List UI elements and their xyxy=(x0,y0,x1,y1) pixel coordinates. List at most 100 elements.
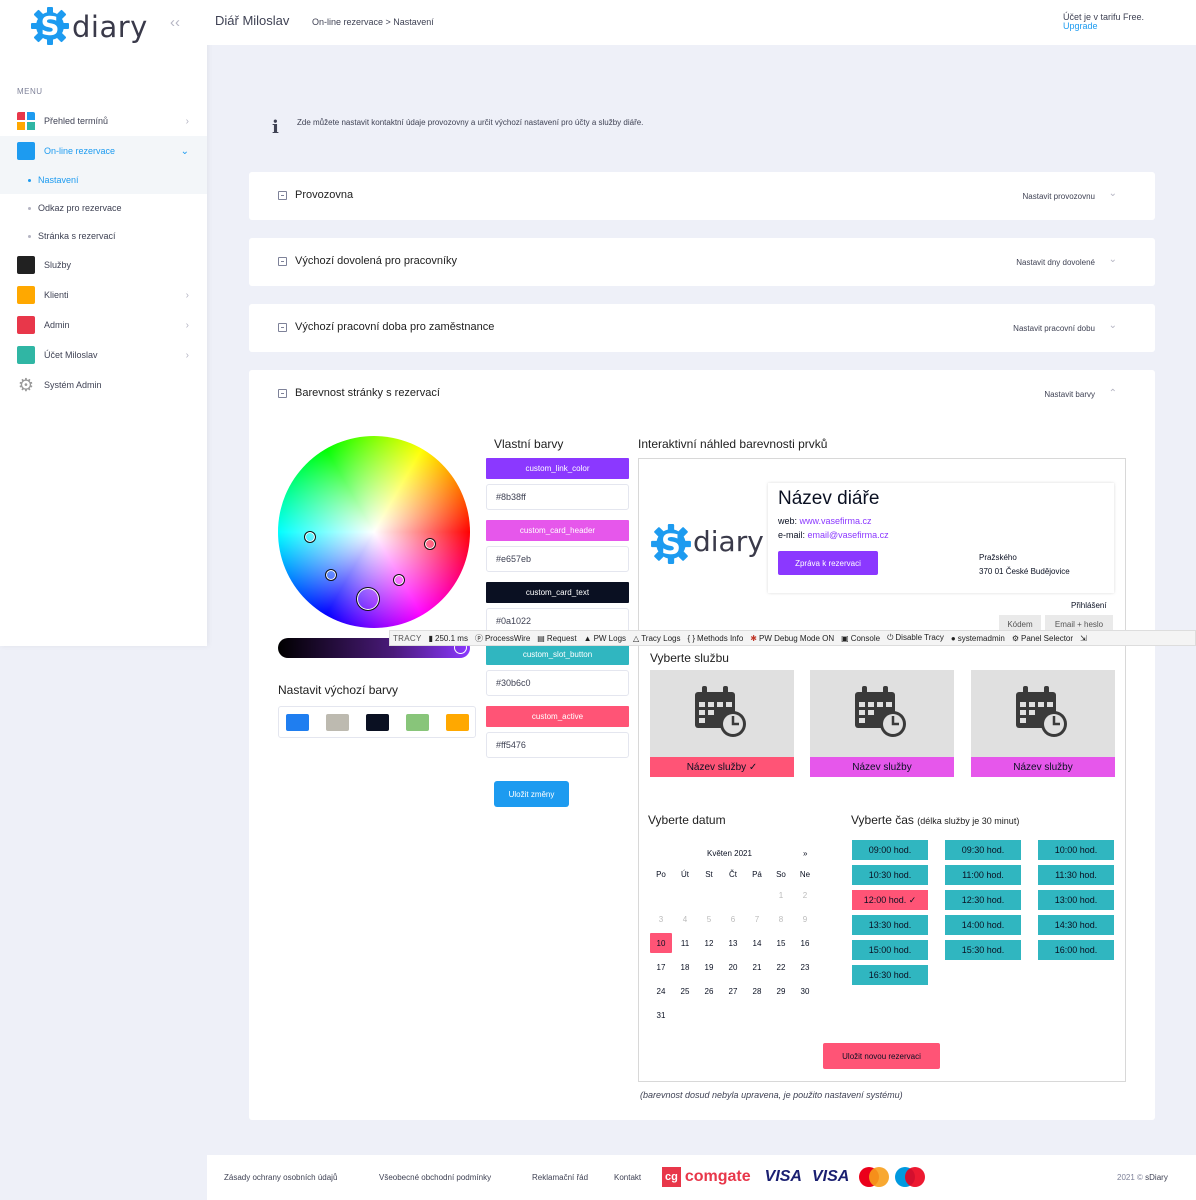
card-action[interactable]: Nastavit dny dovolené xyxy=(1016,258,1095,267)
card-action[interactable]: Nastavit barvy xyxy=(1044,390,1095,399)
time-slot[interactable]: 15:30 hod. xyxy=(945,940,1021,960)
custom-color-input[interactable]: #8b38ff xyxy=(486,484,629,510)
footer-link-terms[interactable]: Všeobecné obchodní podmínky xyxy=(379,1173,492,1182)
calendar-day[interactable]: 19 xyxy=(704,962,714,972)
custom-color-tag[interactable]: custom_card_text xyxy=(486,582,629,603)
color-handle[interactable] xyxy=(325,569,337,581)
tracy-item[interactable]: ● systemadmin xyxy=(951,634,1005,643)
custom-color-tag[interactable]: custom_card_header xyxy=(486,520,629,541)
custom-color-tag[interactable]: custom_active xyxy=(486,706,629,727)
tracy-item[interactable]: ✱ PW Debug Mode ON xyxy=(750,634,834,643)
swatch[interactable] xyxy=(326,713,349,731)
calendar-day[interactable]: 24 xyxy=(656,986,666,996)
color-handle[interactable] xyxy=(424,538,436,550)
footer-link-complaints[interactable]: Reklamační řád xyxy=(532,1173,589,1182)
color-handle-active[interactable] xyxy=(356,587,380,611)
calendar-day[interactable]: 30 xyxy=(800,986,810,996)
tracy-item[interactable]: ▲ PW Logs xyxy=(584,634,626,643)
calendar-day[interactable]: 13 xyxy=(728,938,738,948)
time-slot[interactable]: 11:30 hod. xyxy=(1038,865,1114,885)
calendar-day[interactable]: 14 xyxy=(752,938,762,948)
sidebar-item-online-booking[interactable]: On-line rezervace ⌄ xyxy=(0,136,207,166)
time-slot[interactable]: 09:30 hod. xyxy=(945,840,1021,860)
email-link[interactable]: email@vasefirma.cz xyxy=(807,530,889,540)
card-working-hours[interactable]: Výchozí pracovní doba pro zaměstnance Na… xyxy=(249,304,1155,352)
sidebar-subitem-booking-page[interactable]: Stránka s rezervací xyxy=(0,222,207,250)
card-action[interactable]: Nastavit provozovnu xyxy=(1022,192,1095,201)
swatch[interactable] xyxy=(446,713,469,731)
message-button[interactable]: Zpráva k rezervaci xyxy=(778,551,878,575)
service-button[interactable]: Název služby ✓ xyxy=(650,757,794,777)
login-tab-code[interactable]: Kódem xyxy=(999,615,1041,633)
time-slot[interactable]: 10:30 hod. xyxy=(852,865,928,885)
collapse-sidebar-icon[interactable]: ‹‹ xyxy=(170,14,180,31)
service-tile[interactable]: Název služby xyxy=(810,670,954,777)
card-provozovna[interactable]: Provozovna Nastavit provozovnu ⌄ xyxy=(249,172,1155,220)
sidebar-item-account[interactable]: Účet Miloslav › xyxy=(0,340,207,370)
time-slot[interactable]: 16:30 hod. xyxy=(852,965,928,985)
tracy-item[interactable]: ⚙ Panel Selector xyxy=(1012,634,1073,643)
login-tab-email[interactable]: Email + heslo xyxy=(1045,615,1113,633)
tracy-item[interactable]: ▤ Request xyxy=(537,634,576,643)
custom-color-tag[interactable]: custom_link_color xyxy=(486,458,629,479)
time-slot[interactable]: 14:00 hod. xyxy=(945,915,1021,935)
service-button[interactable]: Název služby xyxy=(810,757,954,777)
time-slot[interactable]: 10:00 hod. xyxy=(1038,840,1114,860)
sidebar-item-admin[interactable]: Admin › xyxy=(0,310,207,340)
custom-color-input[interactable]: #30b6c0 xyxy=(486,670,629,696)
app-logo[interactable]: S diary xyxy=(30,6,147,48)
service-tile[interactable]: Název služby ✓ xyxy=(650,670,794,777)
calendar-day[interactable]: 20 xyxy=(728,962,738,972)
sidebar-subitem-booking-link[interactable]: Odkaz pro rezervace xyxy=(0,194,207,222)
tracy-item[interactable]: ⓟ ProcessWire xyxy=(475,633,530,644)
calendar-day[interactable]: 12 xyxy=(704,938,714,948)
sidebar-item-services[interactable]: Služby xyxy=(0,250,207,280)
calendar-day[interactable]: 15 xyxy=(776,938,786,948)
calendar-day[interactable]: 26 xyxy=(704,986,714,996)
calendar-day[interactable]: 27 xyxy=(728,986,738,996)
time-slot[interactable]: 14:30 hod. xyxy=(1038,915,1114,935)
web-link[interactable]: www.vasefirma.cz xyxy=(799,516,872,526)
calendar-day-selected[interactable]: 10 xyxy=(650,933,672,953)
card-action[interactable]: Nastavit pracovní dobu xyxy=(1013,324,1095,333)
time-slot-selected[interactable]: 12:00 hod. ✓ xyxy=(852,890,928,910)
tracy-item[interactable]: ▣ Console xyxy=(841,634,880,643)
calendar-day[interactable]: 22 xyxy=(776,962,786,972)
swatch[interactable] xyxy=(286,713,309,731)
save-new-reservation-button[interactable]: Uložit novou rezervaci xyxy=(823,1043,940,1069)
custom-color-input[interactable]: #ff5476 xyxy=(486,732,629,758)
time-slot[interactable]: 15:00 hod. xyxy=(852,940,928,960)
tracy-item[interactable]: ⏻ Disable Tracy xyxy=(887,633,944,643)
chevron-up-icon[interactable]: ⌃ xyxy=(1108,388,1117,399)
resize-icon[interactable]: ⇲ xyxy=(1080,633,1087,643)
calendar-day[interactable]: 25 xyxy=(680,986,690,996)
chevron-down-icon[interactable]: ⌄ xyxy=(1108,254,1117,265)
calendar-day[interactable]: 11 xyxy=(680,938,690,948)
upgrade-link[interactable]: Upgrade xyxy=(1063,21,1098,31)
color-handle[interactable] xyxy=(304,531,316,543)
calendar-day[interactable]: 18 xyxy=(680,962,690,972)
calendar-day[interactable]: 16 xyxy=(800,938,810,948)
swatch[interactable] xyxy=(366,713,389,731)
tracy-item[interactable]: △ Tracy Logs xyxy=(633,634,680,643)
sidebar-item-clients[interactable]: Klienti › xyxy=(0,280,207,310)
time-slot[interactable]: 16:00 hod. xyxy=(1038,940,1114,960)
tracy-item[interactable]: { } Methods Info xyxy=(687,634,743,643)
color-handle[interactable] xyxy=(393,574,405,586)
calendar-day[interactable]: 17 xyxy=(656,962,666,972)
calendar-day[interactable]: 29 xyxy=(776,986,786,996)
card-holidays[interactable]: Výchozí dovolená pro pracovníky Nastavit… xyxy=(249,238,1155,286)
chevron-down-icon[interactable]: ⌄ xyxy=(1108,188,1117,199)
calendar-day[interactable]: 28 xyxy=(752,986,762,996)
tracy-item[interactable]: ▮ 250.1 ms xyxy=(429,634,468,643)
sidebar-item-system-admin[interactable]: ⚙ Systém Admin xyxy=(0,370,207,400)
swatch[interactable] xyxy=(406,713,429,731)
chevron-down-icon[interactable]: ⌄ xyxy=(1108,320,1117,331)
service-tile[interactable]: Název služby xyxy=(971,670,1115,777)
custom-color-tag[interactable]: custom_slot_button xyxy=(486,644,629,665)
save-changes-button[interactable]: Uložit změny xyxy=(494,781,569,807)
calendar-day[interactable]: 31 xyxy=(656,1010,666,1020)
time-slot[interactable]: 11:00 hod. xyxy=(945,865,1021,885)
sidebar-item-overview[interactable]: Přehled termínů › xyxy=(0,106,207,136)
service-button[interactable]: Název služby xyxy=(971,757,1115,777)
